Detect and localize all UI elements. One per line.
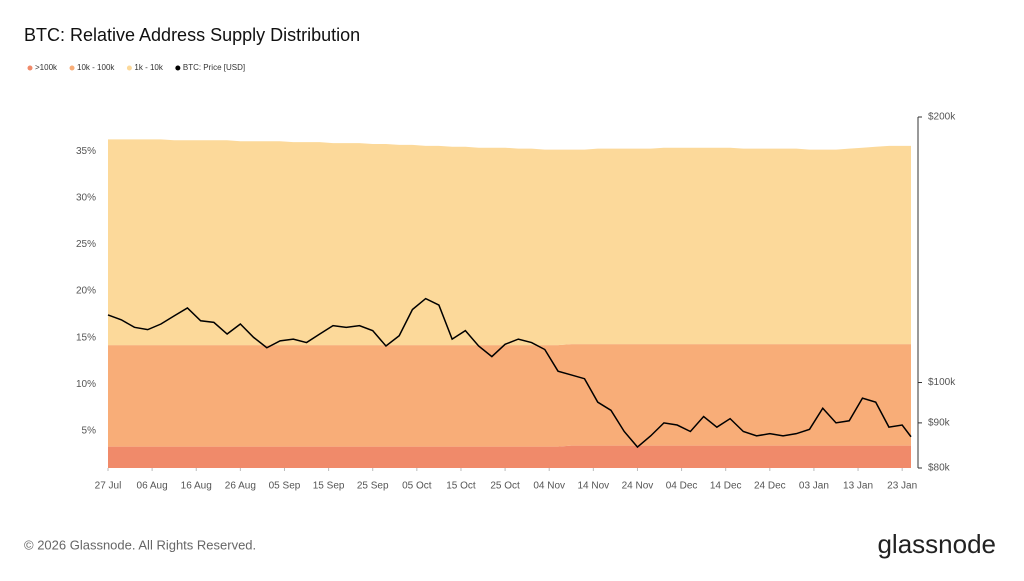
legend-swatch	[69, 65, 75, 71]
y2-tick-label: $80k	[928, 463, 951, 474]
y-tick-label: 20%	[76, 286, 96, 297]
footer: © 2026 Glassnode. All Rights Reserved.	[24, 537, 256, 552]
x-tick-label: 24 Nov	[622, 481, 654, 492]
x-tick-label: 14 Nov	[577, 481, 609, 492]
area	[108, 139, 911, 346]
price-line	[107, 297, 912, 449]
legend-label: BTC: Price [USD]	[183, 63, 245, 72]
x-tick-label: 23 Jan	[887, 481, 917, 492]
x-tick-label: 25 Oct	[490, 481, 520, 492]
x-tick-label: 04 Nov	[533, 481, 565, 492]
y-tick-label: 35%	[76, 146, 96, 157]
legend-swatch	[126, 65, 132, 71]
y-tick-label: 10%	[76, 379, 96, 390]
y2-tick-label: $200k	[928, 112, 956, 123]
y-tick-label: 30%	[76, 193, 96, 204]
x-tick-label: 13 Jan	[843, 481, 873, 492]
y-tick-label: 15%	[76, 332, 96, 343]
legend-label: >100k	[35, 63, 58, 72]
legend-label: 1k - 10k	[134, 63, 163, 72]
x-tick-label: 04 Dec	[666, 481, 698, 492]
area	[108, 445, 911, 468]
x-tick-label: 03 Jan	[799, 481, 829, 492]
y-tick-label: 25%	[76, 239, 96, 250]
x-tick-label: 05 Oct	[402, 481, 432, 492]
x-tick-label: 15 Oct	[446, 481, 476, 492]
y2-tick-label: $100k	[928, 377, 956, 388]
x-tick-label: 25 Sep	[357, 481, 389, 492]
x-tick-label: 05 Sep	[269, 481, 301, 492]
x-tick-label: 15 Sep	[313, 481, 345, 492]
legend-label: 10k - 100k	[77, 63, 115, 72]
y-tick-label: 5%	[82, 425, 97, 436]
x-tick-label: 24 Dec	[754, 481, 786, 492]
area	[108, 344, 911, 447]
brand: glassnode	[877, 529, 996, 559]
legend-swatch	[175, 65, 181, 71]
x-tick-label: 14 Dec	[710, 481, 742, 492]
x-tick-label: 06 Aug	[137, 481, 168, 492]
x-tick-label: 26 Aug	[225, 481, 256, 492]
y2-tick-label: $90k	[928, 418, 951, 429]
x-tick-label: 16 Aug	[181, 481, 212, 492]
chart-title: BTC: Relative Address Supply Distributio…	[24, 25, 360, 45]
legend-swatch	[27, 65, 33, 71]
x-tick-label: 27 Jul	[95, 481, 122, 492]
